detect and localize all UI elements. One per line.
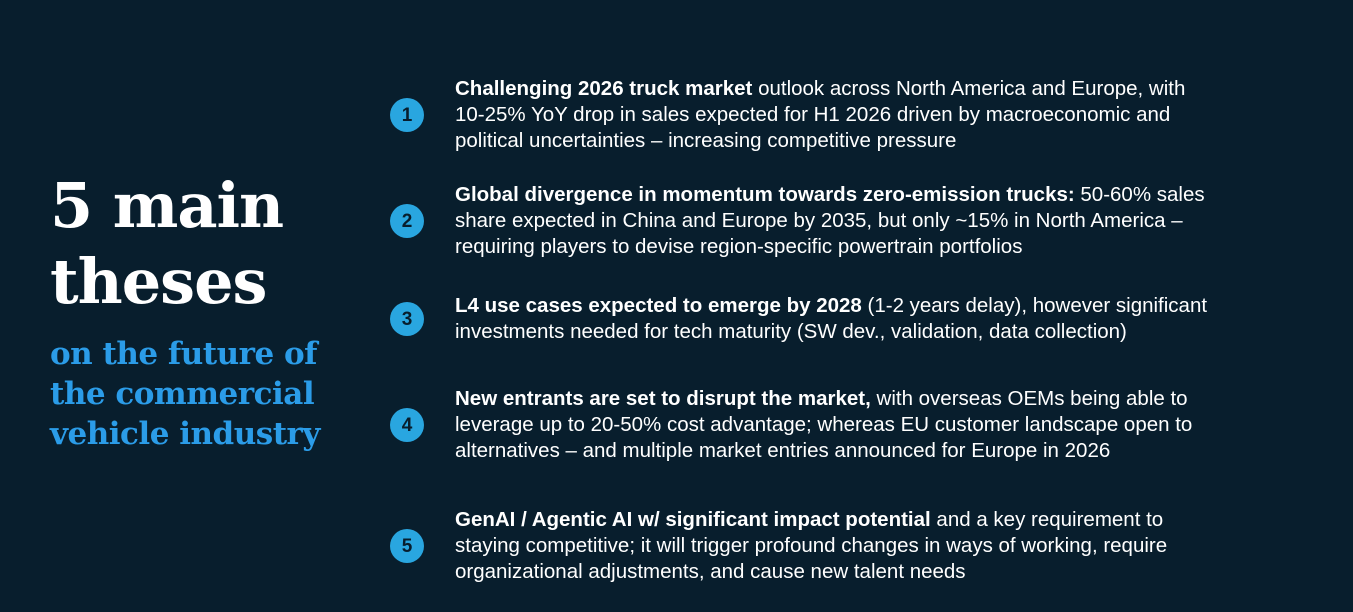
thesis-body-1: outlook across North America and Europe,… (455, 77, 1186, 152)
thesis-text-1: Challenging 2026 truck market outlook ac… (455, 76, 1185, 154)
thesis-lead-5: GenAI / Agentic AI w/ significant impact… (455, 508, 931, 531)
thesis-item-1: 1 Challenging 2026 truck market outlook … (390, 76, 1315, 154)
number-badge-2: 2 (390, 204, 424, 238)
theses-list: 1 Challenging 2026 truck market outlook … (390, 76, 1315, 585)
thesis-body-5: and a key requirement to staying competi… (455, 508, 1168, 583)
thesis-lead-1: Challenging 2026 truck market (455, 77, 753, 100)
thesis-item-3: 3 L4 use cases expected to emerge by 202… (390, 293, 1315, 345)
thesis-item-5: 5 GenAI / Agentic AI w/ significant impa… (390, 507, 1315, 585)
thesis-lead-2: Global divergence in momentum towards ze… (455, 183, 1075, 206)
number-badge-5: 5 (390, 529, 424, 563)
thesis-text-5: GenAI / Agentic AI w/ significant impact… (455, 507, 1167, 585)
thesis-body-4: with overseas OEMs being able to leverag… (455, 387, 1193, 462)
number-badge-4: 4 (390, 408, 424, 442)
title-block: 5 main theses on the future of the comme… (50, 168, 380, 454)
thesis-text-2: Global divergence in momentum towards ze… (455, 182, 1205, 260)
slide-subtitle: on the future of the commercial vehicle … (50, 336, 320, 452)
number-badge-3: 3 (390, 302, 424, 336)
thesis-item-2: 2 Global divergence in momentum towards … (390, 182, 1315, 260)
thesis-lead-3: L4 use cases expected to emerge by 2028 (455, 294, 862, 317)
thesis-text-4: New entrants are set to disrupt the mark… (455, 386, 1192, 464)
thesis-lead-4: New entrants are set to disrupt the mark… (455, 387, 871, 410)
number-badge-1: 1 (390, 98, 424, 132)
slide-title: 5 main theses (50, 169, 284, 318)
thesis-body-2: 50-60% sales share expected in China and… (455, 183, 1205, 258)
thesis-item-4: 4 New entrants are set to disrupt the ma… (390, 386, 1315, 464)
thesis-body-3: (1-2 years delay), however significant i… (455, 294, 1208, 343)
thesis-text-3: L4 use cases expected to emerge by 2028 … (455, 293, 1207, 345)
